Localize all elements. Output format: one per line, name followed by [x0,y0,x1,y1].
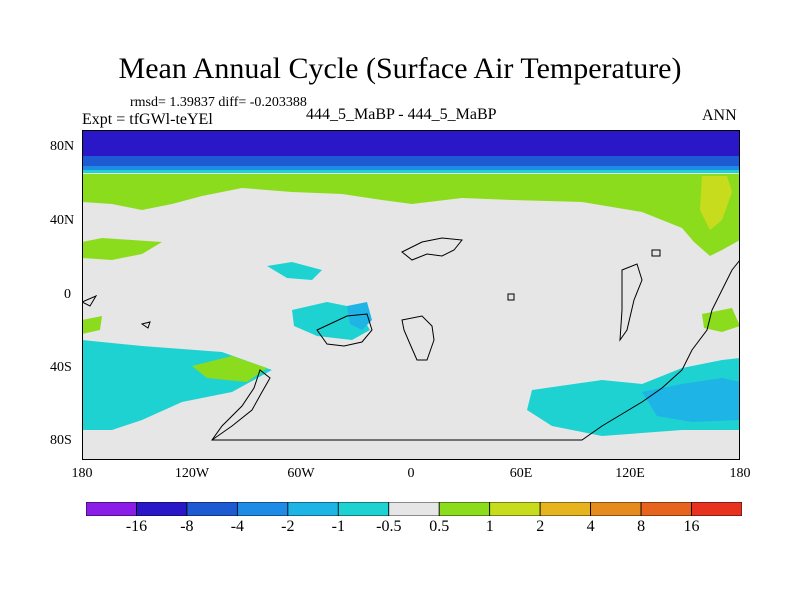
cyan-patch-central-america [267,262,322,280]
colorbar-label: 2 [536,518,545,535]
x-tick-120e: 120E [615,466,645,481]
outline-antarctica [211,259,740,441]
colorbar-box [590,502,642,516]
colorbar-box [186,502,238,516]
green-patch-southwest [192,356,267,382]
y-tick-80s: 80S [50,433,72,448]
outline-africa [401,315,435,361]
north-green-west [82,238,162,260]
north-green-belt [82,174,740,256]
colorbar-label: -2 [281,518,295,535]
colorbar-box [691,502,742,516]
stats-text: rmsd= 1.39837 diff= -0.203388 [130,95,307,110]
x-tick-180w: 180 [71,466,93,481]
green-patch-west-coast [82,316,102,334]
outline-australia [619,263,643,342]
x-tick-180e: 180 [729,466,751,481]
colorbar-label: -1 [331,518,345,535]
x-tick-0: 0 [407,466,415,481]
colorbar-box [438,502,491,516]
outline-islands [82,249,661,329]
polar-band-cyan [82,170,740,173]
colorbar-label: 1 [485,518,494,535]
map-title: Mean Annual Cycle (Surface Air Temperatu… [118,52,682,85]
blue-patch-southern-ocean [642,378,740,422]
colorbar-label: -8 [180,518,194,535]
outline-south-america [316,313,373,347]
colorbar-label: 4 [586,518,595,535]
y-tick-40s: 40S [50,360,72,375]
case-label: 444_5_MaBP - 444_5_MaBP [306,106,497,123]
colorbar-label: -16 [125,518,148,535]
colorbar-box [388,502,440,516]
colorbar-box [337,502,390,516]
season-label: ANN [702,107,737,124]
x-tick-120w: 120W [174,466,210,481]
colorbar-box [236,502,289,516]
y-tick-eq: 0 [64,287,71,302]
colorbar-box [86,502,137,516]
colorbar-box [640,502,692,516]
cyan-patch-south-america [347,302,372,330]
colorbar-label: 0.5 [429,518,450,535]
colorbar-box [489,502,541,516]
y-tick-80n: 80N [50,139,75,154]
colorbar-label: -0.5 [376,518,402,535]
colorbar-label: 16 [683,518,700,535]
colorbar-label: 8 [637,518,646,535]
colorbar-label: -4 [230,518,245,535]
polar-band-light [82,166,740,171]
y-tick-40n: 40N [50,213,75,228]
polar-band-medium [82,156,740,168]
outline-north-america [401,237,463,261]
contour-map [82,130,740,460]
x-tick-60e: 60E [509,466,533,481]
map-frame [82,130,740,460]
colorbar [86,502,742,516]
coastline-outlines [82,237,740,441]
colorbar-box [136,502,188,516]
x-tick-60w: 60W [287,466,315,481]
colorbar-box [539,502,592,516]
colorbar-box [287,502,339,516]
experiment-label: Expt = tfGWl-teYEl [82,111,213,128]
north-yellow-patch [700,176,732,230]
